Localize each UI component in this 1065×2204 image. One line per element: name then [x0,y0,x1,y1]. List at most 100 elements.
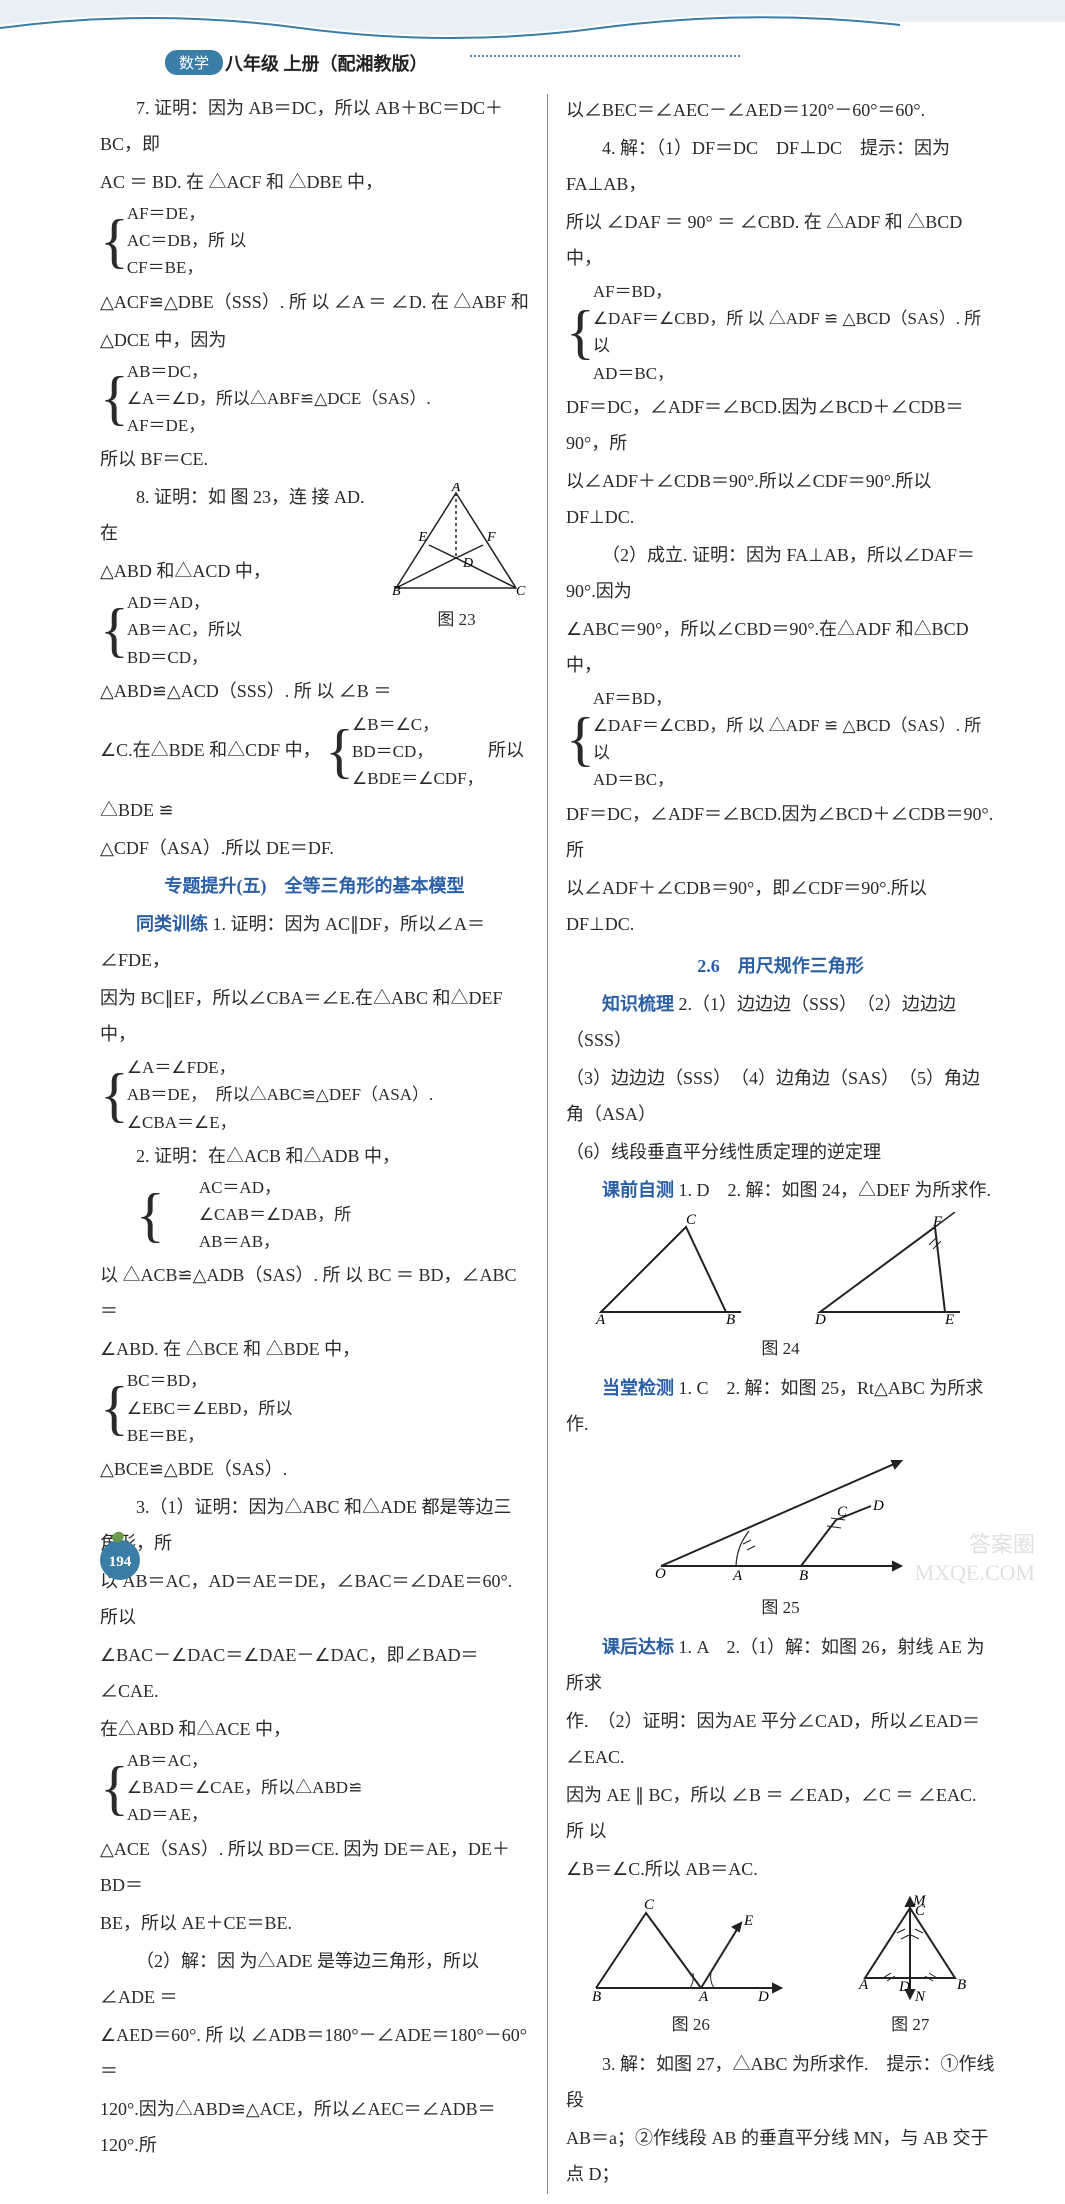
khdb-row: 课后达标 1. A 2.（1）解：如图 26，射线 AE 为所求 [566,1629,995,1701]
text-line: △ACE（SAS）. 所以 BD＝CE. 因为 DE＝AE，DE＋BD＝ [100,1831,529,1903]
main-content: 7. 证明：因为 AB＝DC，所以 AB＋BC＝DC＋BC，即 AC ＝ BD.… [0,70,1065,2204]
brace-line: ∠CAB＝∠DAB，所 [163,1201,351,1228]
svg-text:F: F [932,1214,943,1230]
svg-text:B: B [957,1977,966,1993]
svg-text:D: D [814,1312,826,1328]
left-brace-icon: { [100,1071,129,1119]
watermark-line2: MXQE.COM [915,1559,1035,1588]
text-line: （3）边边边（SSS） （4）边角边（SAS） （5）角边角（ASA） [566,1060,995,1132]
figure-26: B C A D E 图 26 [586,1893,796,2042]
brace-line: AD＝AE， [127,1801,363,1828]
header-dotted-line [470,55,740,57]
text-line: 所以 ∠DAF ＝ 90° ＝ ∠CBD. 在 △ADF 和 △BCD 中， [566,204,995,276]
brace-line: ∠A＝∠D，所以△ABF≌△DCE（SAS）. [127,385,431,412]
svg-text:O: O [655,1566,666,1582]
svg-text:A: A [698,1989,709,2005]
ddjc-label: 当堂检测 [602,1378,674,1398]
p4-brace2: { AF＝BD， ∠DAF＝∠CBD，所 以 △ADF ≌ △BCD（SAS）.… [566,685,995,794]
kqzc-row: 课前自测 1. D 2. 解：如图 24，△DEF 为所求作. [566,1172,995,1208]
zsst-label: 知识梳理 [602,994,674,1014]
text-line: ∠B＝∠C.所以 AB＝AC. [566,1851,995,1887]
t2-line2a: ∠ABD. 在 △BCE 和 △BDE 中， [100,1339,360,1359]
header-wave-decoration [0,0,1065,42]
p7-intro: 7. 证明：因为 AB＝DC，所以 AB＋BC＝DC＋BC，即 [100,98,503,154]
text-line: （2）成立. 证明：因为 FA⊥AB，所以∠DAF＝90°.因为 [566,537,995,609]
t3-intro: 3.（1）证明：因为△ABC 和△ADE 都是等边三角形，所 [100,1489,529,1561]
brace-line: AB＝AC，所以 [127,616,242,643]
svg-text:F: F [486,530,496,545]
brace-line: AF＝BD， [593,685,995,712]
text-line: ∠BAC－∠DAC＝∠DAE－∠DAC，即∠BAD＝∠CAE. [100,1637,529,1709]
p8-line3a: ∠C.在△BDE 和△CDF 中， [100,740,321,760]
brace-group: { AB＝DC， ∠A＝∠D，所以△ABF≌△DCE（SAS）. AF＝DE， [100,358,431,440]
zsst-row: 知识梳理 2.（1）边边边（SSS） （2）边边边（SSS） [566,986,995,1058]
brace-line: AD＝AD， [127,589,242,616]
t2-intro: 2. 证明：在△ACB 和△ADB 中， [136,1146,400,1166]
svg-text:A: A [451,483,461,495]
left-brace-icon: { [100,217,129,265]
svg-text:D: D [462,556,473,571]
text-line: △ACF≌△DBE（SSS）. 所 以 ∠A ＝ ∠D. 在 △ABF 和 [100,284,529,320]
brace-group: { ∠B＝∠C， BD＝CD， ∠BDE＝∠CDF， [325,711,483,793]
text-line: DF＝DC，∠ADF＝∠BCD.因为∠BCD＋∠CDB＝90°.所 [566,796,995,868]
brace-line: AF＝DE， [127,412,431,439]
brace-line: AB＝DC， [127,358,431,385]
text-line: 因为 AE ∥ BC，所以 ∠B ＝ ∠EAD，∠C ＝ ∠EAC. 所 以 [566,1777,995,1849]
brace-line: AC＝DB，所 以 [127,227,246,254]
brace-line: ∠A＝∠FDE， [127,1054,433,1081]
t2-block2: ∠ABD. 在 △BCE 和 △BDE 中， { BC＝BD， ∠EBC＝∠EB… [100,1331,529,1449]
svg-text:C: C [837,1504,848,1520]
subject-pill: 数学 [165,50,223,75]
ddjc-row: 当堂检测 1. C 2. 解：如图 25，Rt△ABC 为所求作. [566,1370,995,1442]
section-2-6-title: 2.6 用尺规作三角形 [566,948,995,984]
topic5-title: 专题提升(五) 全等三角形的基本模型 [100,868,529,904]
brace-line: BC＝BD， [127,1367,293,1394]
svg-text:A: A [732,1568,743,1584]
svg-text:E: E [417,530,427,545]
left-brace-icon: { [100,606,129,654]
p7-block2: △DCE 中，因为 { AB＝DC， ∠A＝∠D，所以△ABF≌△DCE（SAS… [100,322,529,440]
page-footer: 194 [100,1540,140,1580]
text-line: AB＝a；②作线段 AB 的垂直平分线 MN，与 AB 交于点 D； [566,2120,995,2192]
text-line: 所以 BF＝CE. [100,441,529,477]
svg-text:B: B [726,1312,735,1328]
left-brace-icon: { [566,715,595,763]
p8-block2: ∠C.在△BDE 和△CDF 中， { ∠B＝∠C， BD＝CD， ∠BDE＝∠… [100,711,529,829]
topic5-t1: 同类训练 1. 证明：因为 AC∥DF，所以∠A＝∠FDE， [100,906,529,978]
watermark-line1: 答案圈 [915,1531,1035,1560]
figure-24: A C B D F E 图 24 [566,1212,995,1366]
brace-line: ∠EBC＝∠EBD，所以 [127,1395,293,1422]
svg-text:N: N [914,1989,926,2005]
text-line: 以∠BEC＝∠AEC－∠AED＝120°－60°＝60°. [566,92,995,128]
brace-line: ∠DAF＝∠CBD，所 以 △ADF ≌ △BCD（SAS）. 所 以 [593,712,995,766]
text-line: 以 AB＝AC，AD＝AE＝DE，∠BAC＝∠DAE＝60°.所以 [100,1563,529,1635]
t1-brace: { ∠A＝∠FDE， AB＝DE， 所以△ABC≌△DEF（ASA）. ∠CBA… [100,1054,529,1136]
brace-line: AF＝BD， [593,278,995,305]
brace-line: BE＝BE， [127,1422,293,1449]
p8-line1a: △ABD 和△ACD 中， [100,561,271,581]
brace-line: BD＝CD， [352,738,484,765]
left-brace-icon: { [100,1191,165,1239]
figure-label: 图 26 [586,2008,796,2042]
svg-text:E: E [743,1913,753,1929]
p7-block1: AC ＝ BD. 在 △ACF 和 △DBE 中， { AF＝DE， AC＝DB… [100,164,529,282]
svg-text:C: C [516,584,526,599]
p8-intro: 8. 证明：如 图 23，连 接 AD. 在 [100,487,365,543]
brace-line: AB＝AC， [127,1747,363,1774]
left-brace-icon: { [566,308,595,356]
svg-text:A: A [858,1977,869,1993]
text-line: （6）线段垂直平分线性质定理的逆定理 [566,1134,995,1170]
brace-line: ∠BDE＝∠CDF， [352,765,484,792]
svg-text:A: A [595,1312,606,1328]
kqzc-label: 课前自测 [602,1180,674,1200]
p3-intro: 3. 解：如图 27，△ABC 为所求作. 提示：①作线段 [566,2046,995,2118]
page-header: 数学 八年级 上册（配湘教版） [0,0,1065,70]
page-number-apple: 194 [100,1540,140,1580]
figure-23: A E F D B C 图 23 [384,483,529,637]
left-brace-icon: { [100,1384,129,1432]
t3-block: 在△ABD 和△ACE 中， { AB＝AC， ∠BAD＝∠CAE，所以△ABD… [100,1711,529,1829]
p4-brace1: { AF＝BD， ∠DAF＝∠CBD，所 以 △ADF ≌ △BCD（SAS）.… [566,278,995,387]
text-line: 因为 BC∥EF，所以∠CBA＝∠E.在△ABC 和△DEF 中， [100,980,529,1052]
text-line: △CDF（ASA）.所以 DE＝DF. [100,830,529,866]
brace-line: ∠CBA＝∠E， [127,1109,433,1136]
